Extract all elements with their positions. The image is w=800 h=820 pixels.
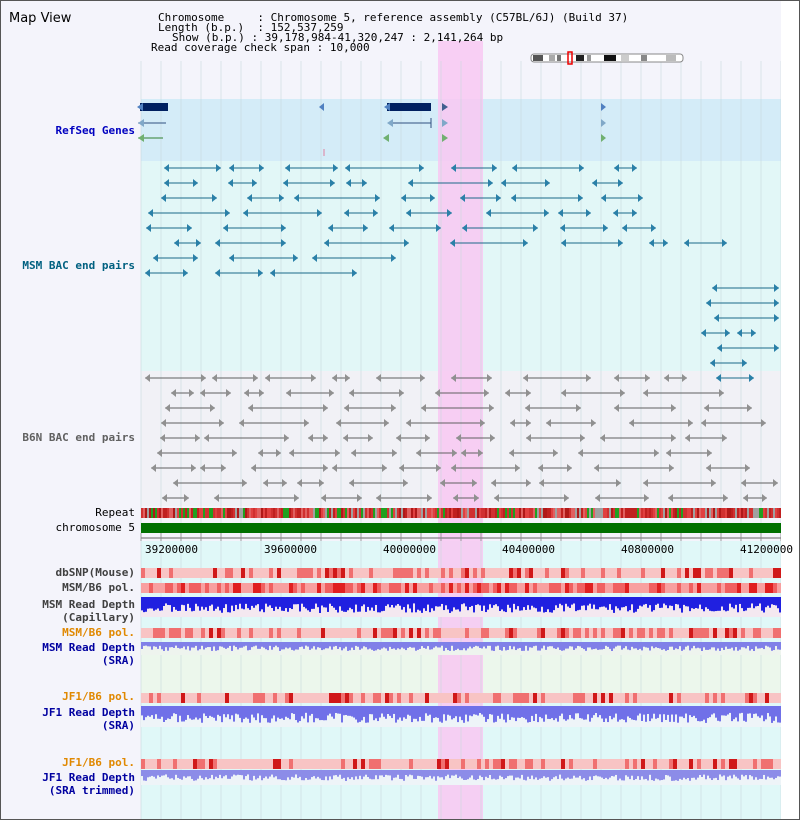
track-label-jf1-depth-sra-sub: (SRA)	[101, 719, 135, 732]
page-title: Map View	[9, 11, 72, 26]
track-label-msm-depth-cap-sub: (Capillary)	[62, 611, 135, 624]
track-label-b6n-bac[interactable]: B6N BAC end pairs	[22, 431, 135, 444]
axis-tick-label: 39600000	[264, 543, 317, 556]
selection-highlight[interactable]	[438, 41, 483, 819]
track-label-msm-depth-cap[interactable]: MSM Read Depth	[42, 598, 135, 611]
track-label-chromosome[interactable]: chromosome 5	[55, 521, 135, 534]
track-label-refseq[interactable]: RefSeq Genes	[55, 124, 135, 137]
track-label-jf1-depth-trim-sub: (SRA trimmed)	[48, 784, 135, 797]
position-axis	[140, 533, 782, 541]
depth-tracks[interactable]	[141, 597, 781, 785]
coverage-label: Read coverage check span	[151, 41, 310, 54]
track-label-jf1-depth-trim[interactable]: JF1 Read Depth	[42, 771, 135, 784]
chromosome-ideogram[interactable]	[530, 51, 684, 65]
heat-tracks[interactable]	[141, 568, 781, 769]
axis-tick-label: 39200000	[145, 543, 198, 556]
refseq-gene-features[interactable]	[137, 103, 606, 156]
track-label-msm-b6-pol-1[interactable]: MSM/B6 pol.	[62, 581, 135, 594]
length-label: Length (b.p.)	[158, 21, 245, 34]
repeat-track[interactable]	[141, 508, 781, 518]
show-value: 39,178,984-41,320,247 : 2,141,264 bp	[264, 31, 504, 44]
info-coverage: Read coverage check span : 10,000	[151, 41, 370, 54]
axis-tick-label: 40800000	[621, 543, 674, 556]
info-length: Length (b.p.) : 152,537,259	[158, 21, 344, 34]
track-label-jf1-b6-pol-1[interactable]: JF1/B6 pol.	[62, 690, 135, 703]
track-label-msm-b6-pol-2[interactable]: MSM/B6 pol.	[62, 626, 135, 639]
show-label: Show (b.p.)	[172, 31, 245, 44]
right-margin	[781, 1, 799, 819]
b6n-bac-pairs[interactable]	[145, 374, 778, 502]
chromosome-bar[interactable]	[141, 523, 781, 533]
track-label-msm-depth-sra-sub: (SRA)	[101, 654, 135, 667]
msm-bac-pairs[interactable]	[145, 164, 779, 382]
length-value: 152,537,259	[270, 21, 344, 34]
track-label-repeat[interactable]: Repeat	[95, 506, 135, 519]
axis-tick-label: 40400000	[502, 543, 555, 556]
chromosome-value: Chromosome 5, reference assembly (C57BL/…	[270, 11, 629, 24]
ideogram-position-marker	[567, 51, 573, 65]
axis-tick-label: 40000000	[383, 543, 436, 556]
info-chromosome: Chromosome : Chromosome 5, reference ass…	[158, 11, 629, 24]
chromosome-label: Chromosome	[158, 11, 225, 24]
track-label-dbsnp[interactable]: dbSNP(Mouse)	[55, 566, 135, 579]
track-label-jf1-b6-pol-2[interactable]: JF1/B6 pol.	[62, 756, 135, 769]
info-show: Show (b.p.) : 39,178,984-41,320,247 : 2,…	[172, 31, 504, 44]
track-label-jf1-depth-sra[interactable]: JF1 Read Depth	[42, 706, 135, 719]
track-label-msm-depth-sra[interactable]: MSM Read Depth	[42, 641, 135, 654]
coverage-value: 10,000	[329, 41, 370, 54]
track-label-msm-bac[interactable]: MSM BAC end pairs	[22, 259, 135, 272]
axis-tick-label: 41200000	[740, 543, 793, 556]
